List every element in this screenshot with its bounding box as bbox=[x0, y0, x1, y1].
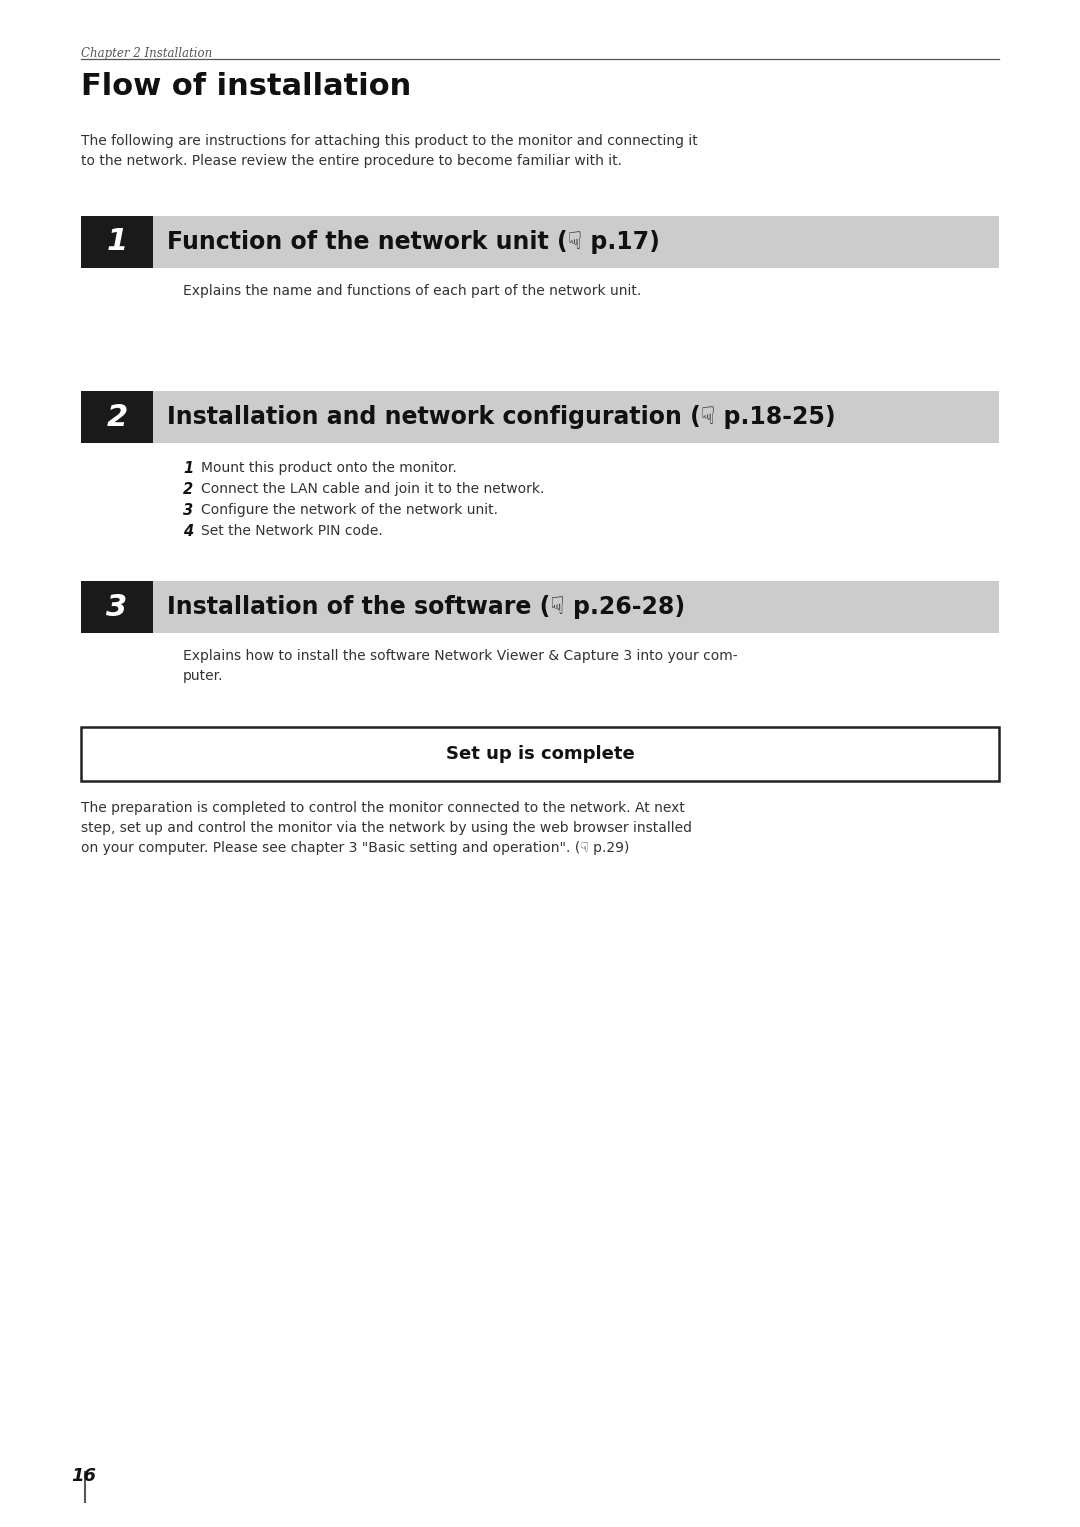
Text: 4: 4 bbox=[183, 524, 193, 539]
Bar bbox=[81, 391, 153, 443]
Bar bbox=[81, 580, 153, 634]
Text: Flow of installation: Flow of installation bbox=[81, 72, 411, 101]
Bar bbox=[81, 727, 999, 780]
Bar bbox=[81, 215, 999, 269]
Text: The following are instructions for attaching this product to the monitor and con: The following are instructions for attac… bbox=[81, 134, 698, 168]
Text: 3: 3 bbox=[183, 502, 193, 518]
Text: Connect the LAN cable and join it to the network.: Connect the LAN cable and join it to the… bbox=[201, 483, 544, 496]
Text: 3: 3 bbox=[106, 592, 127, 621]
Bar bbox=[81, 215, 153, 269]
Text: Mount this product onto the monitor.: Mount this product onto the monitor. bbox=[201, 461, 457, 475]
Text: Configure the network of the network unit.: Configure the network of the network uni… bbox=[201, 502, 498, 518]
Text: Set up is complete: Set up is complete bbox=[446, 745, 634, 764]
Text: 1: 1 bbox=[106, 228, 127, 257]
Text: 2: 2 bbox=[106, 403, 127, 432]
Text: Chapter 2 Installation: Chapter 2 Installation bbox=[81, 47, 213, 60]
Text: 1: 1 bbox=[183, 461, 193, 476]
Text: 16: 16 bbox=[71, 1467, 96, 1484]
Text: Set the Network PIN code.: Set the Network PIN code. bbox=[201, 524, 382, 538]
Text: Explains how to install the software Network Viewer & Capture 3 into your com-
p: Explains how to install the software Net… bbox=[183, 649, 738, 683]
Text: 2: 2 bbox=[183, 483, 193, 496]
Text: Function of the network unit (☟ p.17): Function of the network unit (☟ p.17) bbox=[167, 231, 660, 253]
Bar bbox=[81, 391, 999, 443]
Bar bbox=[81, 580, 999, 634]
Text: Explains the name and functions of each part of the network unit.: Explains the name and functions of each … bbox=[183, 284, 642, 298]
Text: Installation and network configuration (☟ p.18-25): Installation and network configuration (… bbox=[167, 405, 836, 429]
Text: Installation of the software (☟ p.26-28): Installation of the software (☟ p.26-28) bbox=[167, 596, 685, 618]
Text: The preparation is completed to control the monitor connected to the network. At: The preparation is completed to control … bbox=[81, 802, 692, 855]
